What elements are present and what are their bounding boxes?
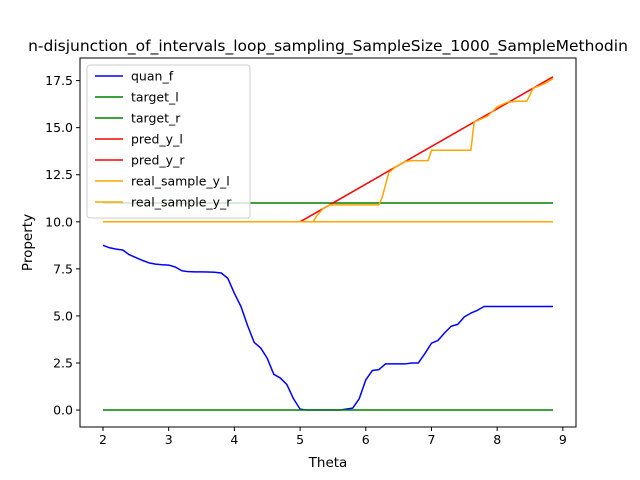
legend-label-target-r: target_r bbox=[131, 111, 181, 126]
x-tick-label: 7 bbox=[427, 432, 435, 447]
legend-label-real-sample-y-l: real_sample_y_l bbox=[131, 174, 230, 189]
x-tick-label: 4 bbox=[230, 432, 238, 447]
legend-label-pred-y-l: pred_y_l bbox=[131, 132, 183, 147]
plot-frame bbox=[79, 57, 577, 428]
y-tick-label: 17.5 bbox=[45, 73, 73, 88]
y-tick-label: 10.0 bbox=[45, 214, 73, 229]
y-tick-label: 7.5 bbox=[53, 261, 73, 276]
y-tick-label: 12.5 bbox=[45, 167, 73, 182]
series-line-real-sample-y-l bbox=[102, 78, 554, 223]
x-tick-label: 9 bbox=[559, 432, 567, 447]
legend-label-quan-f: quan_f bbox=[131, 69, 174, 84]
legend: quan_f target_l target_r pred_y_l pred_y_rre… bbox=[86, 64, 251, 219]
y-tick-label: 5.0 bbox=[53, 308, 73, 323]
y-tick-label: 0.0 bbox=[53, 403, 73, 418]
legend-label-target-l: target_l bbox=[131, 90, 179, 105]
x-tick-label: 2 bbox=[99, 432, 107, 447]
y-axis-label: Property bbox=[20, 214, 36, 271]
x-tick-label: 3 bbox=[165, 432, 173, 447]
chart-title: n-disjunction_of_intervals_loop_sampling… bbox=[28, 37, 628, 56]
x-tick-label: 8 bbox=[493, 432, 501, 447]
legend-box bbox=[86, 64, 251, 219]
y-tick-label: 2.5 bbox=[53, 355, 73, 370]
x-axis: 2 3 4 5 6 7 8 9 bbox=[99, 427, 567, 447]
y-axis: 0.0 2.5 5.0 7.5 10.0 12.5 15.0 17.5 bbox=[45, 73, 80, 418]
x-axis-label: Theta bbox=[308, 455, 348, 471]
y-tick-label: 15.0 bbox=[45, 120, 73, 135]
x-tick-label: 6 bbox=[362, 432, 370, 447]
legend-label-pred-y-r: pred_y_r bbox=[131, 153, 185, 168]
legend-label-real-sample-y-r: real_sample_y_r bbox=[131, 195, 232, 210]
x-tick-label: 5 bbox=[296, 432, 304, 447]
